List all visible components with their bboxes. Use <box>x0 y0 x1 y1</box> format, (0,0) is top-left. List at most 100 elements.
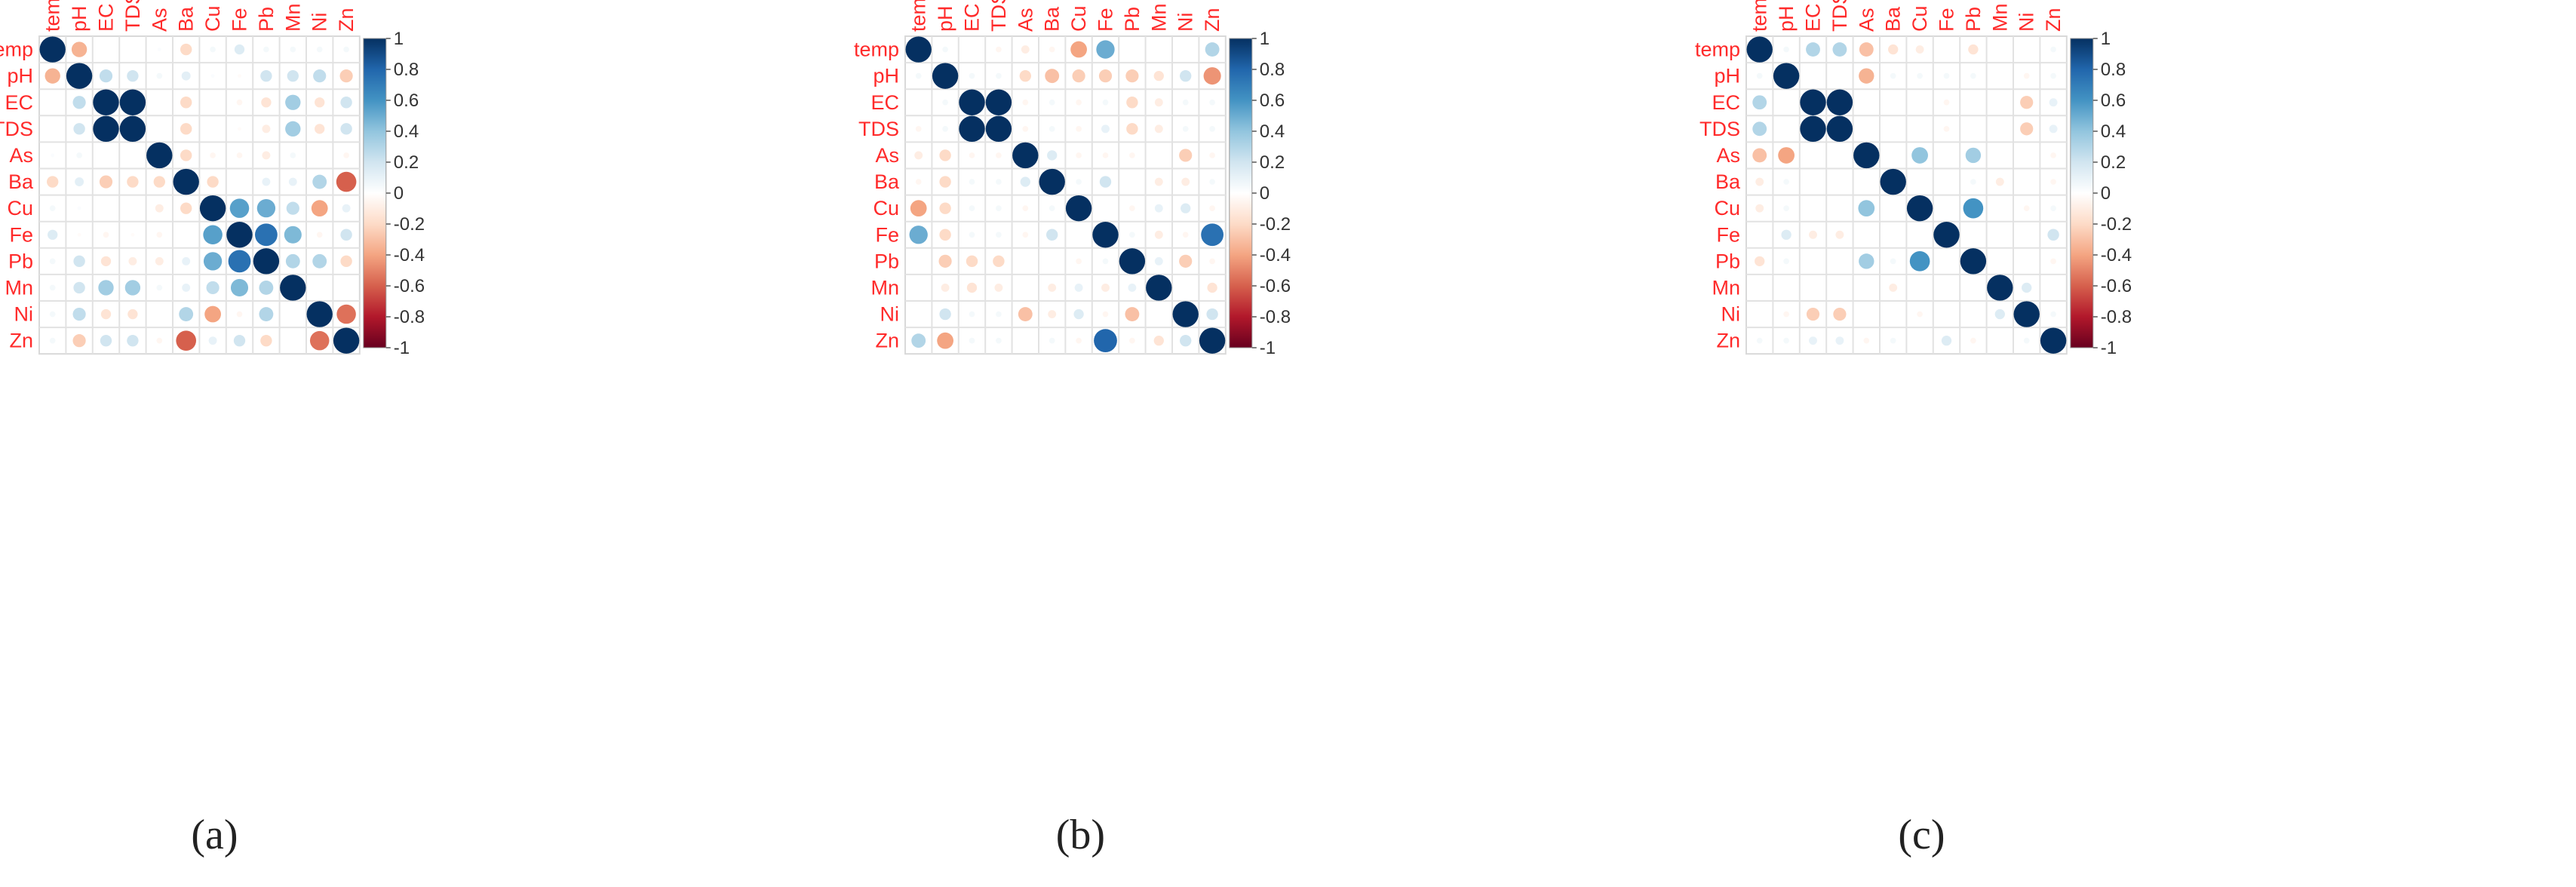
correlation-circle <box>1826 115 1853 143</box>
correlation-circle <box>262 177 271 186</box>
row-label: Ni <box>14 303 34 326</box>
correlation-circle <box>1889 284 1898 292</box>
correlation-circle <box>49 284 56 291</box>
correlation-circle <box>1890 258 1896 265</box>
column-label: Mn <box>281 3 304 32</box>
correlation-circle <box>285 253 300 269</box>
correlation-circle <box>1943 99 1950 106</box>
row-label: pH <box>1714 65 1740 87</box>
panel-caption: (c) <box>1898 812 1945 858</box>
correlation-circle <box>315 124 325 134</box>
column-label: Mn <box>1988 3 2011 32</box>
correlation-circle <box>312 253 327 269</box>
row-label: As <box>1716 144 1740 167</box>
correlation-circle <box>1012 142 1039 169</box>
correlation-circle <box>288 177 297 186</box>
column-label: Fe <box>1936 8 1958 32</box>
correlation-circle <box>49 258 56 265</box>
correlation-circle <box>969 232 975 238</box>
column-label: Ni <box>309 13 331 32</box>
correlation-circle <box>340 229 352 241</box>
colorbar-tick-label: -1 <box>394 338 410 358</box>
correlation-circle <box>1995 177 2004 186</box>
row-label: EC <box>870 91 899 114</box>
correlation-circle <box>941 284 950 292</box>
correlation-circle <box>287 69 299 82</box>
column-label: Fe <box>229 8 251 32</box>
correlation-circle <box>262 151 271 160</box>
correlation-circle <box>72 307 86 321</box>
correlation-circle <box>996 179 1002 185</box>
correlation-circle <box>39 36 66 63</box>
colorbar-tick-label: 0.2 <box>394 152 419 173</box>
correlation-circle <box>207 176 219 188</box>
correlation-circle <box>1073 308 1084 320</box>
correlation-circle <box>1076 152 1082 158</box>
correlation-circle <box>210 152 216 158</box>
colorbar-tick-label: -0.4 <box>2101 245 2132 265</box>
colorbar <box>1229 38 1253 348</box>
correlation-circle <box>1076 179 1082 185</box>
correlation-circle <box>996 311 1002 318</box>
colorbar-tick-label: 0.4 <box>1260 121 1285 142</box>
correlation-circle <box>969 72 975 79</box>
column-label: Cu <box>201 5 224 32</box>
correlation-circle <box>1102 258 1109 265</box>
correlation-circle <box>155 256 164 265</box>
column-label: TDS <box>987 0 1010 32</box>
correlation-circle <box>1835 230 1844 239</box>
correlation-circle <box>1102 99 1109 106</box>
correlation-circle <box>1783 311 1789 318</box>
correlation-circle <box>93 89 119 115</box>
correlation-circle <box>342 204 351 213</box>
column-label: Ni <box>2016 13 2038 32</box>
colorbar-tick-label: 0.6 <box>2101 91 2126 111</box>
correlation-circle <box>1092 222 1119 248</box>
correlation-circle <box>180 123 192 135</box>
correlation-circle <box>1022 205 1029 211</box>
correlation-circle <box>939 308 951 321</box>
correlation-circle <box>1960 248 1987 275</box>
correlogram-panel-3: temptemppHpHECECTDSTDSAsAsBaBaCuCuFeFePb… <box>1695 0 2132 858</box>
column-label: Zn <box>2042 8 2065 32</box>
correlation-circle <box>1039 168 1065 195</box>
correlation-circle <box>1752 95 1767 110</box>
colorbar-tick-label: -0.8 <box>1260 307 1291 327</box>
correlation-circle <box>1129 152 1135 158</box>
correlation-circle <box>290 46 296 53</box>
colorbar-tick-label: 1 <box>1260 29 1270 49</box>
correlation-circle <box>1800 115 1826 143</box>
correlation-circle <box>259 281 274 295</box>
correlation-circle <box>1859 42 1874 57</box>
correlation-circle <box>48 229 58 240</box>
colorbar-tick-label: -0.4 <box>1260 245 1291 265</box>
correlation-circle <box>1890 72 1896 79</box>
correlation-circle <box>238 127 241 131</box>
correlation-circle <box>311 200 328 217</box>
correlation-circle <box>1963 198 1984 219</box>
correlation-circle <box>256 198 276 218</box>
correlation-circle <box>914 151 923 160</box>
correlation-circle <box>966 282 978 293</box>
correlation-circle <box>1209 205 1215 211</box>
correlation-circle <box>99 69 113 83</box>
correlation-circle <box>100 308 112 320</box>
row-label: Pb <box>1715 250 1740 272</box>
correlation-circle <box>1094 329 1117 353</box>
correlation-circle <box>93 115 119 143</box>
correlation-circle <box>210 46 216 53</box>
colorbar-tick-label: 0.8 <box>2101 60 2126 80</box>
row-label: TDS <box>0 118 33 140</box>
correlation-circle <box>340 123 352 135</box>
correlation-circle <box>153 176 165 188</box>
correlation-circle <box>229 198 250 218</box>
correlation-circle <box>993 255 1005 268</box>
row-label: Pb <box>874 250 899 272</box>
column-label: EC <box>961 3 984 32</box>
correlation-circle <box>99 175 113 189</box>
correlation-circle <box>1835 336 1844 345</box>
correlation-circle <box>316 232 323 238</box>
correlation-circle <box>1911 147 1928 164</box>
correlation-circle <box>204 305 221 323</box>
correlation-circle <box>1943 72 1950 79</box>
